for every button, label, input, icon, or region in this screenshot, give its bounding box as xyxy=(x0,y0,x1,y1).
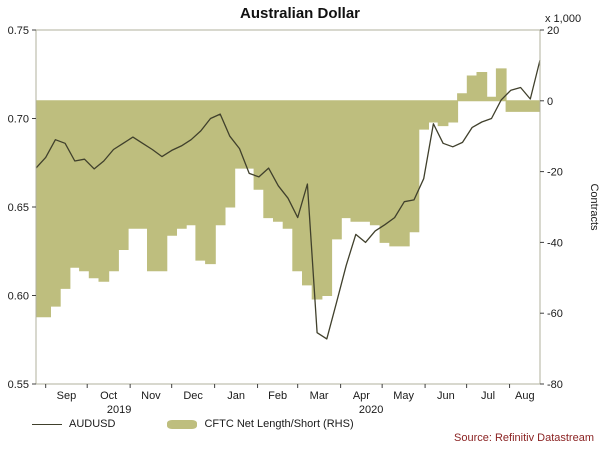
y-left-tick-label: 0.55 xyxy=(8,379,29,391)
x-month-label: Sep xyxy=(57,390,77,402)
x-month-label: Mar xyxy=(310,390,329,402)
x-month-label: May xyxy=(393,390,414,402)
y-right-tick-label: -20 xyxy=(547,167,563,179)
legend: AUDUSD CFTC Net Length/Short (RHS) xyxy=(32,418,354,430)
audusd-line xyxy=(35,59,541,340)
x-month-label: Aug xyxy=(515,390,535,402)
right-axis-unit-label: x 1,000 xyxy=(545,13,581,25)
legend-label-cftc: CFTC Net Length/Short (RHS) xyxy=(204,418,354,430)
x-month-label: Jul xyxy=(481,390,495,402)
y-right-tick-label: -40 xyxy=(547,237,563,249)
y-left-tick-label: 0.60 xyxy=(8,291,29,303)
y-right-tick-label: 20 xyxy=(547,25,559,37)
y-left-tick-label: 0.65 xyxy=(8,202,29,214)
x-month-label: Nov xyxy=(141,390,161,402)
legend-item-cftc: CFTC Net Length/Short (RHS) xyxy=(167,418,354,430)
legend-label-audusd: AUDUSD xyxy=(69,418,116,430)
x-month-label: Apr xyxy=(353,390,370,402)
y-right-tick-label: -60 xyxy=(547,308,563,320)
audusd-line-swatch xyxy=(32,423,62,425)
y-left-tick-label: 0.70 xyxy=(8,114,29,126)
y-right-tick-label: -80 xyxy=(547,379,563,391)
x-year-label: 2020 xyxy=(359,404,383,416)
x-month-label: Dec xyxy=(183,390,203,402)
source-text: Source: Refinitiv Datastream xyxy=(454,432,594,444)
chart-title: Australian Dollar xyxy=(239,5,361,22)
x-month-label: Jun xyxy=(437,390,455,402)
x-month-label: Jan xyxy=(227,390,245,402)
x-month-label: Feb xyxy=(268,390,287,402)
legend-item-audusd: AUDUSD xyxy=(32,418,115,430)
y-right-tick-label: 0 xyxy=(547,96,553,108)
right-axis-title: Contracts xyxy=(588,183,600,231)
x-month-label: Oct xyxy=(100,390,117,402)
y-left-tick-label: 0.75 xyxy=(8,25,29,37)
x-year-label: 2019 xyxy=(107,404,131,416)
cftc-area-swatch xyxy=(167,419,198,429)
cftc-area xyxy=(35,68,541,318)
